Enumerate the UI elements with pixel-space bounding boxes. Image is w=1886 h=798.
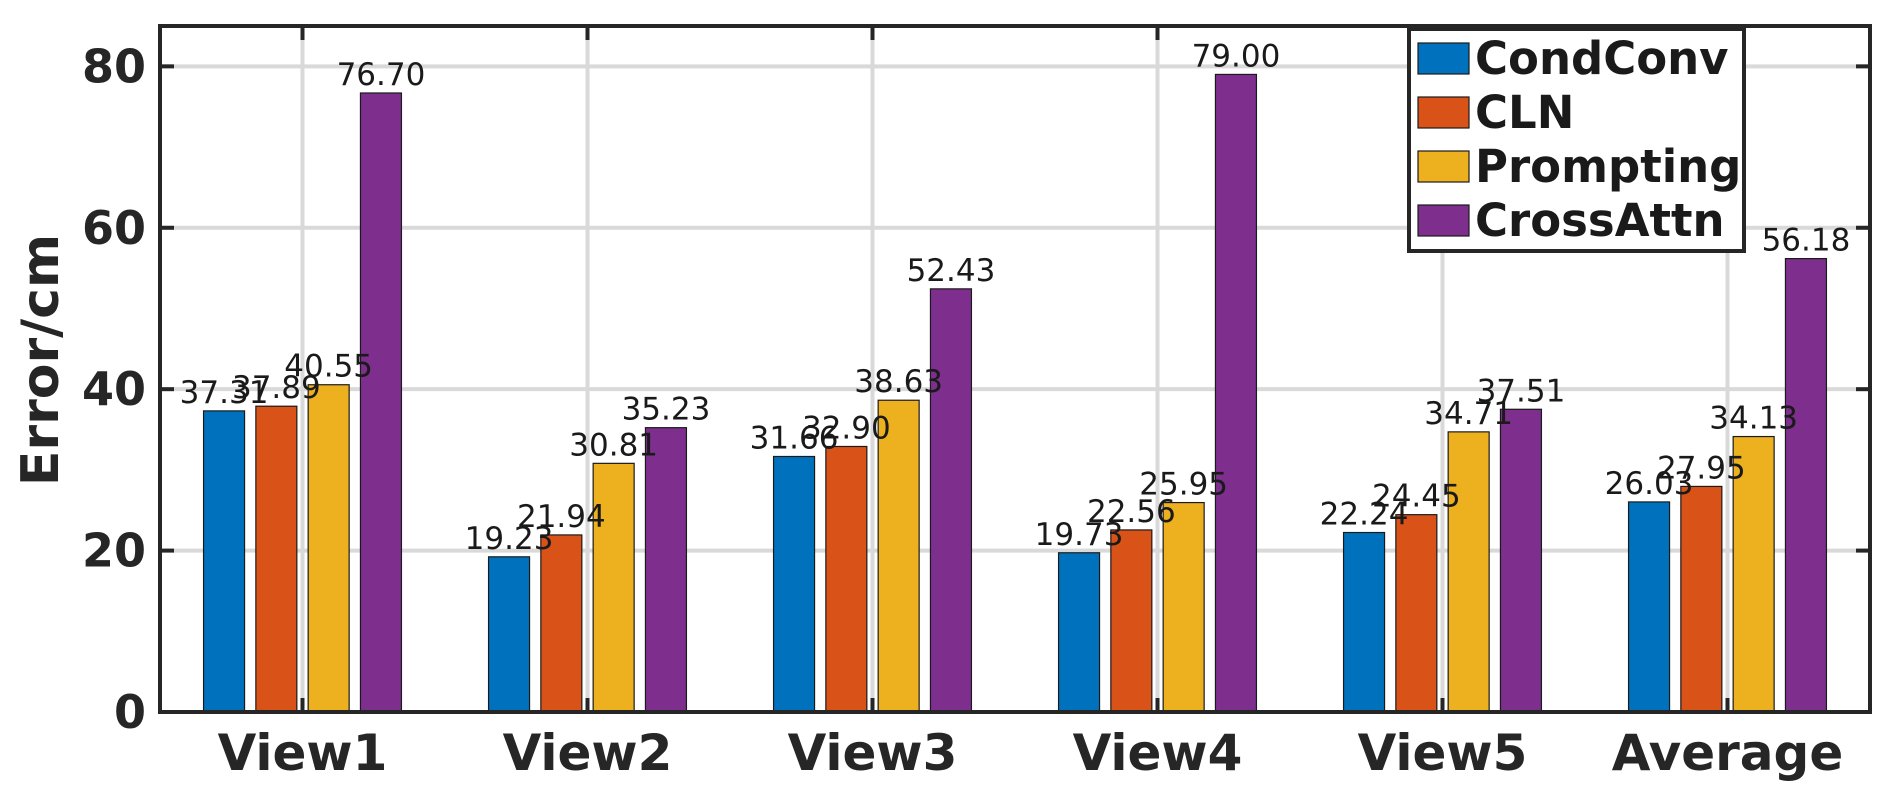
data-label: 26.03	[1605, 466, 1694, 502]
bar-prompting-average	[1732, 435, 1775, 713]
y-tick-label: 20	[82, 524, 146, 578]
data-label: 56.18	[1762, 223, 1851, 259]
data-label: 34.71	[1424, 396, 1513, 432]
bar-prompting-view2	[592, 462, 635, 713]
plot-frame	[158, 24, 1872, 714]
data-label: 34.13	[1709, 401, 1798, 437]
bar-cln-view1	[255, 405, 298, 713]
bar-condconv-view3	[772, 455, 816, 713]
data-label: 32.90	[802, 410, 891, 446]
legend-swatch-cln	[1417, 96, 1470, 129]
data-label: 19.23	[465, 521, 554, 557]
bar-condconv-view5	[1342, 531, 1386, 713]
data-label: 40.55	[284, 349, 373, 385]
bar-crossattn-view1	[359, 92, 403, 713]
legend-label-cln: CLN	[1475, 86, 1574, 139]
bar-cln-view2	[540, 534, 583, 713]
bar-condconv-view4	[1057, 552, 1101, 713]
grid-lines	[160, 26, 1870, 712]
data-label: 35.23	[622, 392, 711, 428]
bar-cln-view5	[1395, 514, 1438, 713]
bar-prompting-view1	[307, 384, 350, 713]
data-label: 22.56	[1087, 494, 1176, 530]
bar-prompting-view5	[1447, 431, 1490, 713]
bar-crossattn-view2	[644, 427, 688, 713]
y-tick-label: 40	[82, 362, 146, 416]
x-tick-label: View2	[503, 724, 673, 782]
data-label: 31.66	[750, 420, 839, 456]
x-tick-label: View1	[218, 724, 388, 782]
legend-label-prompting: Prompting	[1475, 140, 1741, 193]
bar-condconv-view1	[202, 410, 246, 713]
data-label: 25.95	[1139, 467, 1228, 503]
data-label: 52.43	[907, 253, 996, 289]
data-label: 22.24	[1320, 497, 1409, 533]
data-label: 30.81	[569, 427, 658, 463]
bar-cln-view4	[1110, 529, 1153, 713]
data-label: 37.89	[232, 370, 321, 406]
bar-cln-view3	[825, 445, 868, 713]
legend-label-condconv: CondConv	[1475, 32, 1729, 85]
legend-swatch-prompting	[1417, 150, 1470, 183]
data-label: 38.63	[854, 364, 943, 400]
x-tick-label: View5	[1358, 724, 1528, 782]
x-tick-label: Average	[1612, 724, 1844, 782]
bar-crossattn-average	[1784, 257, 1828, 713]
bar-crossattn-view5	[1499, 408, 1543, 713]
bar-crossattn-view4	[1214, 73, 1258, 713]
y-tick-label: 60	[82, 201, 146, 255]
data-label: 76.70	[337, 57, 426, 93]
x-tick-label: View3	[788, 724, 958, 782]
bar-condconv-average	[1627, 501, 1671, 713]
x-tick-label: View4	[1073, 724, 1243, 782]
legend-swatch-condconv	[1417, 42, 1470, 75]
x-tick-labels: View1 View2 View3 View4 View5 Average	[218, 724, 1844, 782]
legend-label-crossattn: CrossAttn	[1475, 194, 1725, 247]
bar-condconv-view2	[487, 556, 531, 713]
y-tick-label: 0	[114, 685, 146, 739]
legend-swatch-crossattn	[1417, 204, 1470, 237]
y-axis-label: Error/cm	[11, 234, 71, 486]
bar-cln-average	[1680, 485, 1723, 713]
bar-crossattn-view3	[929, 288, 973, 713]
data-label: 24.45	[1372, 479, 1461, 515]
bar-prompting-view3	[877, 399, 920, 713]
data-label: 21.94	[517, 499, 606, 535]
axis-ticks	[160, 26, 1870, 714]
data-label: 37.51	[1477, 373, 1566, 409]
data-labels: 37.31 19.23 31.66 19.73 22.24 26.03 37.89 21.94…	[180, 38, 1851, 556]
data-label: 19.73	[1035, 517, 1124, 553]
y-tick-labels: 0 20 40 60 80	[82, 39, 146, 739]
bar-prompting-view4	[1162, 501, 1205, 713]
y-tick-label: 80	[82, 39, 146, 93]
data-label: 27.95	[1657, 450, 1746, 486]
data-label: 37.31	[180, 375, 269, 411]
data-label: 79.00	[1192, 38, 1281, 74]
